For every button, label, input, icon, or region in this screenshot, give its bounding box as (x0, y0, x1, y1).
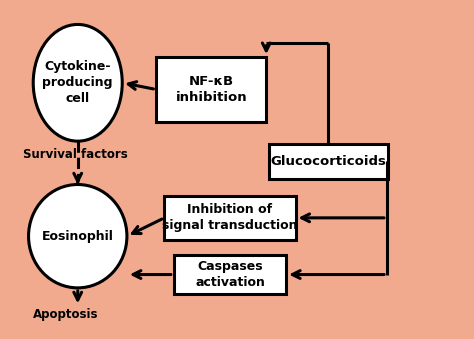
Text: Eosinophil: Eosinophil (42, 230, 114, 243)
FancyBboxPatch shape (156, 57, 266, 122)
Ellipse shape (33, 24, 122, 141)
Text: Survival factors: Survival factors (23, 148, 128, 161)
Text: Caspases
activation: Caspases activation (195, 260, 265, 289)
FancyBboxPatch shape (174, 255, 286, 294)
FancyBboxPatch shape (269, 144, 388, 179)
FancyBboxPatch shape (164, 196, 296, 240)
Text: Inhibition of
signal transduction: Inhibition of signal transduction (162, 203, 298, 232)
Text: Glucocorticoids: Glucocorticoids (270, 155, 386, 168)
Text: Cytokine-
producing
cell: Cytokine- producing cell (43, 60, 113, 105)
Ellipse shape (28, 184, 127, 288)
Text: Apoptosis: Apoptosis (33, 308, 99, 321)
Text: NF-κB
inhibition: NF-κB inhibition (175, 75, 247, 104)
